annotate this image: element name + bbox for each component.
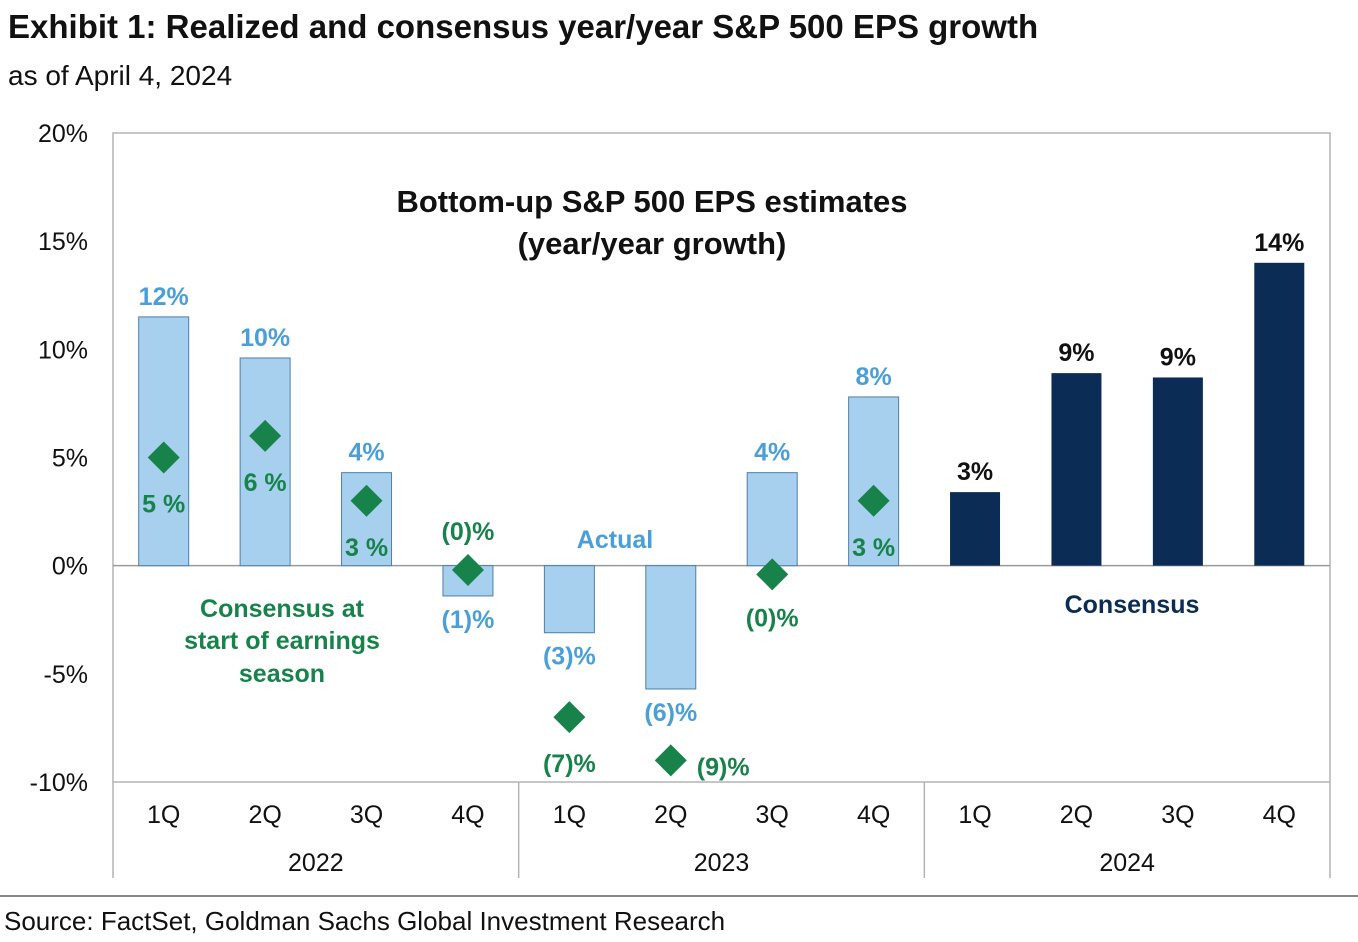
actual-data-label: 12% [139,283,189,311]
plot-frame [112,132,1331,783]
x-tick-label: 2Q [248,801,281,829]
actual-data-label: 10% [240,324,290,352]
start-consensus-marker [451,553,484,586]
y-tick-label: 0% [52,553,88,581]
x-tick-label: 1Q [958,801,991,829]
x-tick-label: 3Q [1161,801,1194,829]
x-tick-label: 2Q [1060,801,1093,829]
x-tick-label: 1Q [147,801,180,829]
consensus-bar [1051,373,1102,566]
consensus-bar [1152,377,1203,566]
start-consensus-label: (7)% [543,750,596,778]
start-consensus-marker [350,484,383,517]
actual-bar [138,316,190,567]
actual-bar [239,357,291,567]
x-tick-label: 4Q [1263,801,1296,829]
start-consensus-label: (0)% [442,518,495,546]
actual-bar [645,565,697,690]
consensus-bar [950,492,1001,566]
actual-bar [848,396,900,567]
start-consensus-marker [857,484,890,517]
source-divider [0,895,1358,897]
actual-data-label: 4% [754,439,790,467]
x-tick-label: 2Q [654,801,687,829]
consensus-bar [1254,262,1305,566]
start-consensus-marker [654,744,687,777]
year-label: 2022 [288,849,344,877]
actual-data-label: (1)% [442,606,495,634]
x-tick-label: 4Q [857,801,890,829]
start-consensus-label: 5 % [142,491,185,519]
actual-bar [746,472,798,567]
consensus-data-label: 9% [1058,339,1094,367]
x-tick-label: 1Q [553,801,586,829]
y-tick-label: -10% [30,769,88,797]
start-consensus-marker [147,441,180,474]
consensus-data-label: 14% [1254,229,1304,257]
x-tick-label: 4Q [451,801,484,829]
y-tick-label: 20% [38,120,88,148]
actual-data-label: (3)% [543,643,596,671]
y-tick-label: 5% [52,445,88,473]
start-consensus-label: 3 % [345,534,388,562]
year-label: 2023 [694,849,750,877]
x-tick-label: 3Q [756,801,789,829]
exhibit-subtitle: as of April 4, 2024 [8,60,233,91]
start-consensus-marker [553,701,586,734]
annotation-consensus: Consensus [1065,591,1200,619]
source-note: Source: FactSet, Goldman Sachs Global In… [4,906,726,936]
annotation-start-line1: Consensus at [200,595,365,623]
start-consensus-marker [249,419,282,452]
x-tick-label: 3Q [350,801,383,829]
chart-title-line2: (year/year growth) [518,226,787,261]
y-tick-label: -5% [44,661,88,689]
y-tick-label: 10% [38,336,88,364]
start-consensus-label: (0)% [746,604,799,632]
actual-data-label: 4% [348,439,384,467]
consensus-data-label: 9% [1160,343,1196,371]
consensus-data-label: 3% [957,458,993,486]
start-consensus-label: (9)% [697,753,750,781]
exhibit-title: Exhibit 1: Realized and consensus year/y… [8,8,1039,45]
annotation-start-line3: season [239,660,325,688]
start-consensus-label: 3 % [852,534,895,562]
chart-title-line1: Bottom-up S&P 500 EPS estimates [396,184,907,219]
y-tick-label: 15% [38,228,88,256]
actual-bar [543,565,595,634]
annotation-actual: Actual [577,526,653,554]
year-label: 2024 [1099,849,1155,877]
annotation-start-line2: start of earnings [184,627,380,655]
start-consensus-label: 6 % [244,469,287,497]
actual-data-label: 8% [856,363,892,391]
start-consensus-marker [756,558,789,591]
actual-data-label: (6)% [644,699,697,727]
